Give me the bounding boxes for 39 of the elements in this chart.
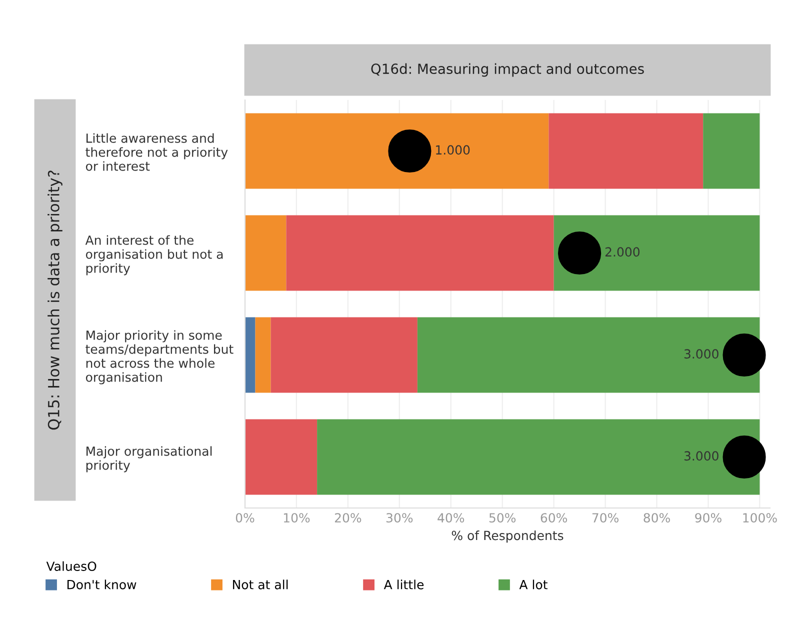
legend-label: A little bbox=[384, 580, 424, 590]
annotation: 1.000 bbox=[436, 145, 470, 155]
x-tick-label: 40% bbox=[438, 513, 464, 523]
y-tick-label: An interest of the organisation but not a priority bbox=[85, 235, 223, 276]
bar bbox=[245, 419, 318, 495]
x-tick-label: 50% bbox=[489, 513, 516, 523]
bar bbox=[554, 215, 760, 291]
bar bbox=[245, 317, 256, 393]
y-tick-label: Little awareness and therefore not a priority or interest bbox=[86, 133, 228, 171]
y-tick-label: Major organisational priority bbox=[86, 446, 212, 472]
x-tick-label: 20% bbox=[334, 513, 362, 523]
bar bbox=[270, 317, 418, 393]
annotation: 3.000 bbox=[684, 349, 718, 359]
x-tick-label: 10% bbox=[284, 513, 310, 523]
y-tick-label: Major priority in some teams/departments but not across the whole organisation bbox=[86, 330, 234, 384]
bar bbox=[417, 317, 760, 393]
legend-title: ValuesO bbox=[46, 561, 96, 571]
x-tick-label: 90% bbox=[695, 513, 722, 523]
x-axis-title: % of Respondents bbox=[452, 530, 564, 543]
x-tick-label: 100% bbox=[743, 513, 777, 523]
bar bbox=[255, 317, 271, 393]
x-tick-label: 60% bbox=[540, 513, 568, 523]
bar bbox=[245, 215, 286, 291]
x-tick-label: 0% bbox=[236, 513, 254, 523]
annotation: 2.000 bbox=[605, 247, 640, 257]
annotation: 3.000 bbox=[684, 451, 718, 461]
legend-label: A lot bbox=[519, 580, 548, 590]
bar bbox=[317, 419, 760, 495]
bar bbox=[286, 215, 554, 291]
x-tick-label: 70% bbox=[592, 513, 618, 523]
bar bbox=[245, 113, 549, 189]
x-tick-label: 30% bbox=[386, 513, 413, 523]
chart-title: Q16d: Measuring impact and outcomes bbox=[371, 63, 644, 77]
legend-label: Don't know bbox=[67, 580, 136, 590]
y-axis-title: Q15: How much is data a priority? bbox=[48, 170, 62, 430]
bar bbox=[703, 113, 760, 189]
x-tick-label: 80% bbox=[644, 513, 670, 523]
bar bbox=[548, 113, 704, 189]
legend-label: Not at all bbox=[233, 580, 288, 590]
